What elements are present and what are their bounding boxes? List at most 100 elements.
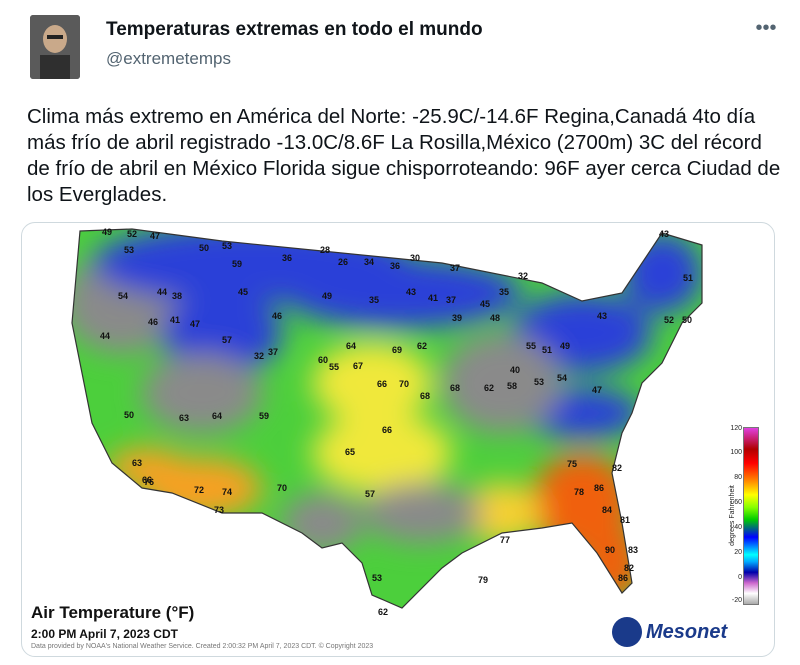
station-temp-label: 46 <box>148 317 158 327</box>
station-temp-label: 38 <box>172 291 182 301</box>
station-temp-label: 39 <box>452 313 462 323</box>
station-temp-label: 68 <box>450 383 460 393</box>
station-temp-label: 48 <box>490 313 500 323</box>
station-temp-label: 62 <box>378 607 388 617</box>
station-temp-label: 62 <box>417 341 427 351</box>
station-temp-label: 28 <box>320 245 330 255</box>
station-temp-label: 46 <box>272 311 282 321</box>
station-temp-label: 58 <box>507 381 517 391</box>
station-temp-label: 66 <box>382 425 392 435</box>
station-temp-label: 41 <box>170 315 180 325</box>
legend-tick: -20 <box>731 597 742 604</box>
station-temp-label: 32 <box>254 351 264 361</box>
display-name[interactable]: Temperaturas extremas en todo el mundo <box>106 19 483 40</box>
mesonet-logo-text: Mesonet <box>646 621 728 643</box>
station-temp-label: 45 <box>480 299 490 309</box>
station-temp-label: 50 <box>682 315 692 325</box>
station-temp-label: 64 <box>212 411 222 421</box>
legend-label: degrees Fahrenheit <box>728 485 736 546</box>
station-temp-label: 50 <box>124 410 134 420</box>
station-temp-label: 72 <box>194 485 204 495</box>
station-temp-label: 69 <box>392 345 402 355</box>
legend-tick: 80 <box>734 474 742 481</box>
station-temp-label: 83 <box>628 545 638 555</box>
station-temp-label: 37 <box>268 347 278 357</box>
station-temp-label: 63 <box>179 413 189 423</box>
station-temp-label: 47 <box>150 231 160 241</box>
map-credit: Data provided by NOAA's National Weather… <box>31 643 374 650</box>
station-temp-label: 76 <box>144 477 154 487</box>
station-temp-label: 47 <box>592 385 602 395</box>
station-temp-label: 52 <box>664 315 674 325</box>
station-temp-label: 66 <box>142 475 152 485</box>
station-temp-label: 44 <box>100 331 110 341</box>
legend-tick: 60 <box>734 499 742 506</box>
avatar[interactable] <box>30 15 80 79</box>
ellipsis-icon[interactable]: ••• <box>755 17 777 39</box>
station-temp-label: 74 <box>222 487 232 497</box>
station-temp-label: 41 <box>428 293 438 303</box>
station-temp-label: 52 <box>127 229 137 239</box>
station-temp-label: 32 <box>518 271 528 281</box>
station-temp-label: 63 <box>132 458 142 468</box>
station-temp-label: 37 <box>450 263 460 273</box>
station-temp-label: 50 <box>199 243 209 253</box>
station-temp-label: 49 <box>560 341 570 351</box>
station-temp-label: 53 <box>222 241 232 251</box>
user-handle[interactable]: @extremetemps <box>106 49 231 68</box>
station-temp-label: 49 <box>322 291 332 301</box>
station-temp-label: 79 <box>478 575 488 585</box>
station-temp-label: 59 <box>232 259 242 269</box>
station-temp-label: 70 <box>399 379 409 389</box>
station-temp-label: 54 <box>118 291 128 301</box>
station-temp-label: 55 <box>526 341 536 351</box>
station-temp-label: 45 <box>238 287 248 297</box>
station-temp-label: 53 <box>372 573 382 583</box>
station-temp-label: 86 <box>618 573 628 583</box>
mesonet-logo-icon <box>612 617 642 647</box>
station-temp-label: 37 <box>446 295 456 305</box>
map-title: Air Temperature (°F) <box>31 603 195 622</box>
tweet-media-map[interactable]: 49 52 47 53 50 53 59 28 36 26 34 36 30 37 32 35 43 51 54 44… <box>21 222 775 657</box>
legend-tick: 120 <box>730 425 742 432</box>
mesonet-logo: Mesonet <box>612 615 772 649</box>
station-temp-label: 49 <box>102 227 112 237</box>
temperature-legend: 120 100 80 60 40 20 0 -20 degrees Fahren… <box>722 425 772 607</box>
station-temp-label: 77 <box>500 535 510 545</box>
station-temp-label: 62 <box>484 383 494 393</box>
station-temp-label: 68 <box>420 391 430 401</box>
station-temp-label: 86 <box>594 483 604 493</box>
station-temp-label: 60 <box>318 355 328 365</box>
station-temp-label: 57 <box>222 335 232 345</box>
station-temp-label: 43 <box>659 229 669 239</box>
station-temp-label: 66 <box>377 379 387 389</box>
legend-tick: 0 <box>738 574 742 581</box>
station-temp-label: 82 <box>624 563 634 573</box>
station-temp-label: 59 <box>259 411 269 421</box>
station-temp-label: 51 <box>683 273 693 283</box>
legend-tick: 100 <box>730 449 742 456</box>
station-temp-label: 64 <box>346 341 356 351</box>
map-date: 2:00 PM April 7, 2023 CDT <box>31 627 178 641</box>
station-temp-label: 35 <box>369 295 379 305</box>
station-temp-label: 35 <box>499 287 509 297</box>
station-temp-label: 90 <box>605 545 615 555</box>
legend-color-bar <box>743 427 759 605</box>
station-temp-label: 26 <box>338 257 348 267</box>
station-temp-label: 44 <box>157 287 167 297</box>
station-temp-label: 53 <box>124 245 134 255</box>
station-temp-label: 75 <box>567 459 577 469</box>
station-temp-label: 67 <box>353 361 363 371</box>
station-temp-label: 47 <box>190 319 200 329</box>
station-temp-label: 40 <box>510 365 520 375</box>
legend-tick: 40 <box>734 524 742 531</box>
station-temp-label: 30 <box>410 253 420 263</box>
station-temp-label: 51 <box>542 345 552 355</box>
station-temp-label: 73 <box>214 505 224 515</box>
station-temp-label: 57 <box>365 489 375 499</box>
station-temp-label: 54 <box>557 373 567 383</box>
station-temp-label: 34 <box>364 257 374 267</box>
station-temp-label: 81 <box>620 515 630 525</box>
